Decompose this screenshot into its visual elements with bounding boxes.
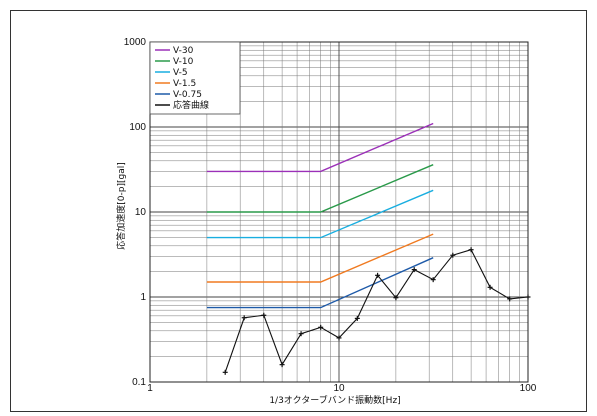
data-point-marker <box>375 272 381 278</box>
legend-label: V-5 <box>173 68 188 78</box>
legend-box <box>149 41 241 115</box>
legend-label: V-1.5 <box>173 79 196 89</box>
data-point-marker <box>450 252 456 258</box>
legend-label: V-0.75 <box>173 90 202 100</box>
y-tick-label: 0.1 <box>132 377 146 388</box>
y-tick-label: 10 <box>135 207 147 218</box>
data-point-marker <box>430 277 436 283</box>
legend-label: 応答曲線 <box>173 99 209 111</box>
data-point-marker <box>336 335 342 341</box>
x-axis-title: 1/3オクターブバンド振動数[Hz] <box>269 394 400 406</box>
data-point-marker <box>411 267 417 273</box>
y-tick-label: 1000 <box>124 37 147 48</box>
series-line-V-30 <box>206 122 434 173</box>
legend-label: V-10 <box>173 57 194 67</box>
data-point-marker <box>468 247 474 253</box>
plot-border <box>149 41 529 383</box>
y-tick-label: 100 <box>129 122 146 133</box>
data-point-marker <box>354 315 360 321</box>
data-point-marker <box>261 312 267 318</box>
data-point-marker <box>318 324 324 330</box>
data-point-marker <box>298 331 304 337</box>
series-line-V-5 <box>206 189 434 239</box>
data-point-marker <box>222 369 228 375</box>
data-point-marker <box>241 315 247 321</box>
x-tick-label: 100 <box>520 383 537 394</box>
data-point-marker <box>393 295 399 301</box>
series-line-V-10 <box>206 164 434 213</box>
data-point-marker <box>487 284 493 290</box>
data-point-marker <box>279 362 285 368</box>
series-line-V-0.75 <box>206 257 434 309</box>
series-line-V-1.5 <box>206 233 434 283</box>
y-axis-title: 応答加速度[0-p][gal] <box>115 162 127 249</box>
data-point-marker <box>525 294 531 300</box>
x-tick-label: 1 <box>147 383 153 394</box>
legend-label: V-30 <box>173 46 194 56</box>
data-point-marker <box>507 296 513 302</box>
y-tick-label: 1 <box>140 292 146 303</box>
x-tick-label: 10 <box>333 383 345 394</box>
